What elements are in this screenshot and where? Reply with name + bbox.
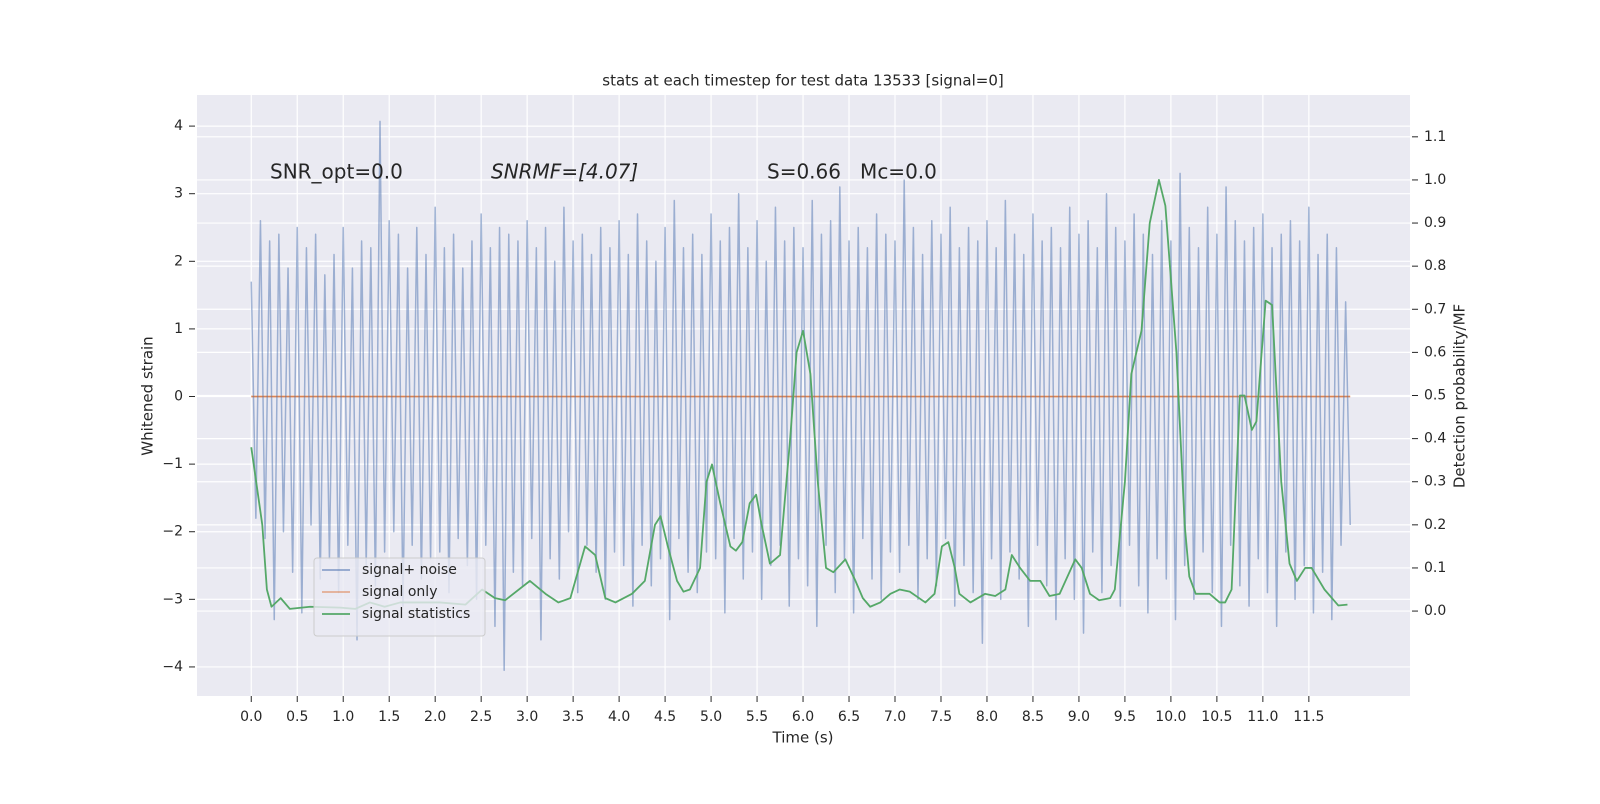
x-tick-label: 3.0 [516,709,538,725]
marks [250,120,1351,672]
x-tick-label: 1.0 [332,709,354,725]
annotation: SNR_opt=0.0 [270,160,403,184]
x-tick-label: 10.0 [1155,709,1186,725]
y2-tick-label: 0.3 [1424,474,1446,490]
legend-box [313,557,486,637]
annotation: SNRMF=[4.07] [491,160,638,184]
x-tick-label: 8.5 [1022,709,1044,725]
x-axis-label: Time (s) [772,729,834,747]
x-tick-label: 4.5 [654,709,676,725]
axes: 0.0 0.5 1.0 1.5 2.0 2.5 3.0 3.5 4.0 4.5 5.0 5.5 6.0 6… [162,118,1446,725]
legend-label: signal only [362,584,437,600]
series-line [250,120,1351,672]
y-tick-label: −2 [162,524,183,540]
y-tick-label: 0 [174,389,183,405]
y2-tick-label: 0.0 [1424,603,1446,619]
x-tick-label: 4.0 [608,709,630,725]
y2-tick-label: 0.1 [1424,560,1446,576]
series-line [250,179,1348,610]
y-tick-label: 2 [174,253,183,269]
legend-label: signal statistics [362,606,470,622]
x-tick-label: 0.5 [286,709,308,725]
x-tick-label: 5.5 [746,709,768,725]
x-tick-label: 1.5 [378,709,400,725]
y-axis-label: Whitened strain [139,336,157,455]
y2-tick-label: 0.5 [1424,388,1446,404]
chart-title: stats at each timestep for test data 135… [602,72,1003,90]
y-tick-label: −3 [162,591,183,607]
y-tick-label: −1 [162,456,183,472]
x-tick-label: 2.0 [424,709,446,725]
y2-tick-label: 1.0 [1424,172,1446,188]
annotation: S=0.66 Mc=0.0 [767,160,937,184]
x-tick-label: 0.0 [240,709,262,725]
y2-tick-label: 0.6 [1424,344,1446,360]
legend: signal+ noise signal only signal statistic… [313,557,486,637]
y2-axis-label: Detection probability/MF [1451,304,1469,488]
y2-tick-label: 0.4 [1424,431,1446,447]
legend-label: signal+ noise [362,562,457,578]
x-tick-label: 7.5 [930,709,952,725]
y2-tick-label: 0.8 [1424,258,1446,274]
x-tick-label: 5.0 [700,709,722,725]
x-tick-label: 11.5 [1293,709,1324,725]
x-tick-label: 9.0 [1068,709,1090,725]
y2-tick-label: 0.9 [1424,215,1446,231]
x-tick-label: 7.0 [884,709,906,725]
x-tick-label: 10.5 [1201,709,1232,725]
y-tick-label: 3 [174,186,183,202]
y-tick-label: 4 [174,118,183,134]
x-tick-label: 9.5 [1114,709,1136,725]
y2-tick-label: 1.1 [1424,129,1446,145]
y2-tick-label: 0.2 [1424,517,1446,533]
x-tick-label: 3.5 [562,709,584,725]
x-tick-label: 8.0 [976,709,998,725]
y-tick-label: 1 [174,321,183,337]
y-tick-label: −4 [162,659,183,675]
x-tick-label: 2.5 [470,709,492,725]
x-tick-label: 6.5 [838,709,860,725]
x-tick-label: 6.0 [792,709,814,725]
x-tick-label: 11.0 [1247,709,1278,725]
y2-tick-label: 0.7 [1424,301,1446,317]
